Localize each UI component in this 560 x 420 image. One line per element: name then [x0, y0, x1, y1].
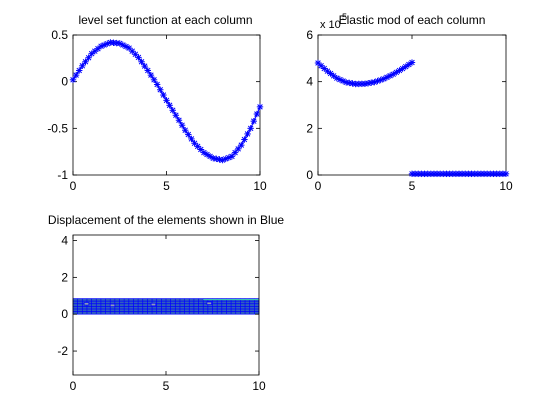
- chart-title: Elastic mod of each column: [339, 13, 486, 27]
- data-point: [241, 136, 248, 143]
- y-tick-label: 4: [306, 75, 313, 89]
- exponent-label: x 10: [320, 19, 341, 31]
- data-point: [135, 54, 142, 61]
- y-tick-label: 0: [61, 307, 68, 321]
- data-point: [163, 97, 170, 104]
- data-point: [244, 130, 251, 138]
- data-point: [253, 110, 261, 118]
- subplot-elastic-mod: Elastic mod of each column x 10 5 0 5 10 0 2…: [306, 12, 513, 193]
- data-point: [182, 127, 189, 134]
- x-tick-label: 0: [315, 179, 322, 193]
- data-point: [408, 59, 416, 66]
- x-tick-label: 0: [70, 379, 77, 393]
- data-point: [256, 103, 264, 111]
- data-point: [153, 81, 161, 88]
- x-tick-label: 5: [409, 179, 416, 193]
- mesh-element: [150, 302, 157, 307]
- data-point: [188, 135, 195, 143]
- y-tick-label: -2: [57, 344, 68, 358]
- data-point: [82, 58, 89, 65]
- y-tick-label: 0: [61, 75, 68, 89]
- data-point: [150, 76, 158, 83]
- mesh-element: [83, 302, 90, 306]
- data-point: [141, 62, 148, 70]
- x-tick-label: 10: [499, 179, 513, 193]
- data-point: [79, 62, 86, 69]
- data-point: [147, 71, 155, 79]
- data-point: [85, 54, 92, 61]
- data-point: [238, 141, 245, 149]
- chart-title: Displacement of the elements shown in Bl…: [48, 213, 284, 227]
- data-point: [76, 67, 83, 74]
- y-tick-label: -1: [57, 168, 68, 182]
- data-point: [160, 91, 167, 99]
- exponent-power: 5: [342, 12, 347, 22]
- x-tick-label: 5: [163, 179, 170, 193]
- data-point: [175, 117, 183, 124]
- data-point: [166, 102, 173, 109]
- y-tick-label: 2: [61, 270, 68, 284]
- y-tick-label: -0.5: [47, 121, 68, 135]
- data-point: [169, 107, 176, 114]
- mesh-element: [206, 301, 212, 305]
- data-point: [250, 117, 257, 125]
- data-point: [172, 112, 180, 119]
- chart-title: level set function at each column: [78, 13, 252, 27]
- x-tick-label: 10: [252, 379, 266, 393]
- data-point: [72, 71, 80, 79]
- data-point: [396, 67, 403, 74]
- data-point: [377, 76, 384, 84]
- plot-area: [317, 34, 507, 176]
- data-point: [247, 125, 254, 132]
- data-point: [144, 67, 151, 74]
- x-tick-label: 0: [70, 179, 77, 193]
- data-point: [502, 170, 510, 178]
- y-tick-label: 0.5: [51, 28, 68, 42]
- y-tick-label: 0: [306, 168, 313, 182]
- y-tick-label: 4: [61, 234, 68, 248]
- data-point: [185, 131, 192, 138]
- x-tick-label: 10: [253, 179, 267, 193]
- data-point: [138, 58, 145, 65]
- data-point: [327, 70, 334, 77]
- subplot-displacement: Displacement of the elements shown in Bl…: [48, 213, 284, 393]
- y-tick-label: 6: [306, 28, 313, 42]
- data-point: [178, 122, 186, 129]
- y-tick-label: 2: [306, 121, 313, 135]
- data-point: [157, 86, 164, 93]
- mesh-element: [109, 303, 116, 307]
- data-point: [69, 76, 77, 83]
- data-point: [371, 78, 378, 86]
- x-tick-label: 5: [163, 379, 170, 393]
- subplot-level-set: level set function at each column 0 5 10 -1…: [47, 13, 267, 193]
